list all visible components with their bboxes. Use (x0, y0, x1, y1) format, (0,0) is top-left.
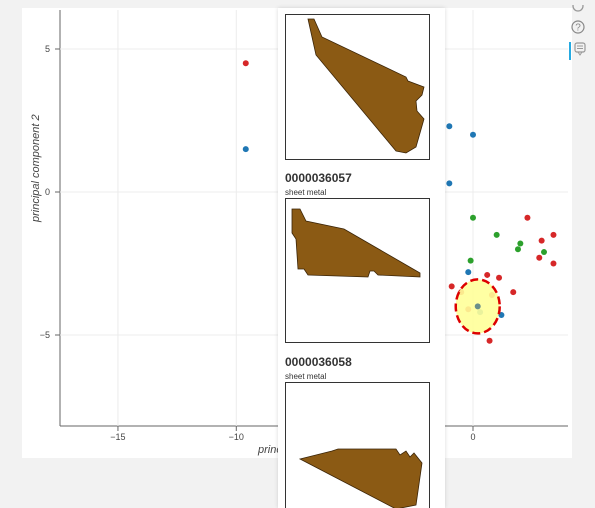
speech-bubble-icon (574, 42, 586, 56)
part-image (298, 448, 423, 508)
svg-text:?: ? (575, 23, 581, 34)
highlighted-data-point[interactable] (474, 303, 481, 310)
item-type: sheet metal (285, 188, 327, 197)
x-tick-label: −10 (229, 432, 244, 442)
plot-toolbar: ? (566, 0, 594, 64)
red-data-point[interactable] (242, 60, 249, 67)
green-data-point[interactable] (541, 249, 548, 256)
part-image (291, 208, 421, 278)
red-data-point[interactable] (524, 214, 531, 221)
blue-data-point[interactable] (446, 180, 453, 187)
red-data-point[interactable] (550, 231, 557, 238)
y-axis-label: principal component 2 (30, 114, 42, 222)
y-tick-label: 5 (45, 44, 50, 54)
red-data-point[interactable] (536, 254, 543, 261)
x-tick-label: −15 (110, 432, 125, 442)
hover-tool-icon[interactable] (569, 42, 589, 60)
red-data-point[interactable] (484, 271, 491, 278)
help-icon[interactable]: ? (569, 20, 587, 38)
x-axis-label: princ (258, 444, 282, 456)
blue-data-point[interactable] (446, 123, 453, 130)
x-tick-label: 0 (470, 432, 475, 442)
green-data-point[interactable] (470, 214, 476, 221)
red-data-point[interactable] (486, 337, 493, 344)
red-data-point[interactable] (538, 237, 545, 244)
green-data-point[interactable] (514, 246, 521, 253)
part-thumbnail (285, 198, 430, 343)
red-data-point[interactable] (448, 283, 455, 290)
part-thumbnail (285, 14, 430, 160)
item-type: sheet metal (285, 372, 327, 381)
blue-data-point[interactable] (470, 131, 476, 138)
red-data-point[interactable] (550, 260, 557, 267)
axis-ticks: −15 −10 0 5 0 −5 (40, 44, 476, 442)
red-data-point[interactable] (496, 274, 503, 281)
question-circle-icon: ? (571, 20, 585, 34)
item-id: 0000036058 (285, 355, 352, 369)
green-data-point[interactable] (467, 257, 474, 264)
blue-data-point[interactable] (242, 146, 249, 153)
y-tick-label: −5 (40, 330, 50, 340)
green-data-point[interactable] (493, 231, 500, 238)
part-image (307, 18, 425, 154)
hover-tooltip: 0000036057 sheet metal 0000036058 sheet … (278, 8, 445, 508)
y-tick-label: 0 (45, 187, 50, 197)
item-id: 0000036057 (285, 171, 352, 185)
partial-icon (572, 0, 584, 12)
red-data-point[interactable] (510, 289, 517, 296)
part-thumbnail (285, 382, 430, 508)
tool-icon-top[interactable] (569, 0, 587, 18)
blue-data-point[interactable] (465, 269, 472, 276)
green-data-point[interactable] (517, 240, 524, 247)
